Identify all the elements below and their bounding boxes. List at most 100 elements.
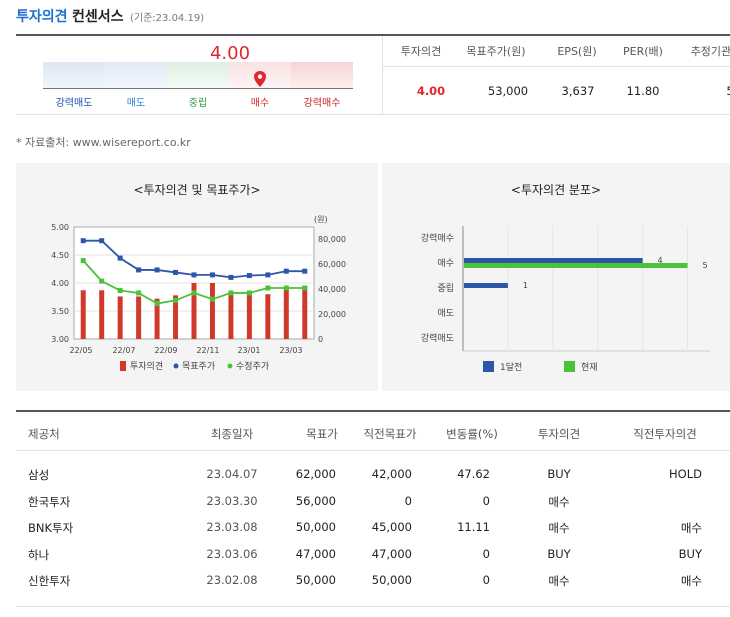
summary-bottom-line [16,114,730,115]
cell-prev-target: 50,000 [371,573,412,587]
cell-target: 47,000 [295,546,336,561]
chart2-legend: 1달전 현재 [483,361,598,373]
cell-opinion: BUY [547,467,571,481]
cell-prev-opinion: HOLD [669,467,702,481]
cell-last-date: 23.03.08 [206,520,258,534]
y-left-tick: 4.50 [51,251,69,260]
summary-col-opinion: 투자의견 [400,45,442,58]
opinion-target-chart: 5.00 4.50 4.00 3.50 3.00 (원) 80,000 60,0… [51,215,346,372]
cell-opinion: 매수 [548,494,570,509]
cell-prev-target: 42,000 [371,467,412,481]
target-price-point [228,274,234,280]
legend-label-current: 현재 [581,362,598,373]
adjusted-price-point [302,285,308,291]
target-price-point [136,267,142,273]
summary-divider [382,36,383,114]
x-tick: 22/11 [196,346,219,355]
cell-change-rate: 47.62 [457,467,490,481]
legend-swatch-current [564,361,575,372]
broker-table-top-line [16,410,730,412]
cell-last-date: 23.03.06 [206,546,258,561]
y-right-tick: 40,000 [318,285,346,294]
legend-label-opinion: 투자의견 [130,360,163,372]
cell-opinion: 매수 [548,521,570,535]
target-price-point [191,272,197,278]
chart-title-distribution: <투자의견 분포> [510,183,602,197]
data-label: 4 [658,256,663,265]
opinion-bar [283,286,289,339]
y-right-tick: 60,000 [318,260,346,269]
summary-col-eps: EPS(원) [557,45,597,58]
legend-swatch-month-ago [483,361,494,372]
chart1-legend: 투자의견 목표주가 수정주가 [120,360,269,372]
opinion-bar [117,296,123,339]
cell-change-rate: 11.11 [457,520,490,534]
gauge-label-neutral: 중립 [188,98,208,109]
section-title: 투자의견 [16,9,68,25]
adjusted-price-point [173,297,179,303]
target-price-point [117,255,123,261]
gauge-label-sell: 매도 [126,98,146,109]
summary-institutions-value: 5 [726,84,730,98]
x-tick: 22/05 [69,346,92,355]
gauge-segment-strong-sell [43,62,105,88]
cell-change-rate: 0 [482,493,490,508]
adjusted-price-point [191,290,197,296]
opinion-bar [209,283,215,339]
summary-per-value: 11.80 [626,84,660,98]
cell-target: 62,000 [295,467,336,481]
cell-change-rate: 0 [482,573,490,587]
adjusted-price-point [283,285,289,291]
gauge-segment-sell [105,62,167,88]
category-label: 강력매수 [421,232,454,244]
summary-header-line [382,66,730,67]
col-prev-opinion: 직전투자의견 [633,427,697,441]
y-right-tick: 20,000 [318,310,346,319]
target-price-point [283,268,289,274]
cell-provider: 신한투자 [28,574,71,588]
target-price-point [209,272,215,278]
x-tick: 22/09 [154,346,177,355]
location-pin-icon [254,71,266,87]
target-price-point [302,268,308,274]
target-price-point [265,272,271,278]
adjusted-price-point [265,285,271,291]
base-date: (기준:23.04.19) [130,13,205,24]
summary-col-institutions: 추정기관수 [690,45,730,58]
y-left-tick: 4.00 [51,279,69,288]
opinion-bar [265,294,271,339]
cell-last-date: 23.03.30 [206,493,258,508]
cell-provider: 삼성 [28,468,50,482]
cell-opinion: 매수 [548,574,570,588]
col-change-rate: 변동률(%) [446,427,498,441]
opinion-bar [154,298,160,339]
legend-swatch-target [173,363,179,369]
month-ago-bar [464,258,643,263]
y-left-tick: 3.50 [51,307,69,316]
gauge-label-strong-buy: 강력매수 [303,98,341,109]
col-provider: 제공처 [28,427,60,441]
target-price-point [99,238,105,244]
cell-last-date: 23.04.07 [206,467,258,481]
y-right-unit: (원) [314,215,328,224]
gauge-segment-neutral [167,62,229,88]
gauge-value: 4.00 [209,43,251,64]
gauge-label-buy: 매수 [250,98,270,109]
gauge-label-strong-sell: 강력매도 [55,98,93,109]
target-price-point [154,267,160,273]
cell-prev-opinion: BUY [678,546,702,561]
legend-swatch-adjusted [227,363,233,369]
target-price-point [246,273,252,279]
col-prev-target: 직전목표가 [363,427,417,441]
cell-provider: 하나 [28,547,50,562]
x-tick: 23/01 [237,346,260,355]
gauge-axis [43,88,353,89]
adjusted-price-point [154,301,160,307]
section-subtitle: 컨센서스 [72,9,124,25]
category-label: 매수 [437,258,454,269]
y-left-tick: 3.00 [51,335,69,344]
cell-prev-target: 45,000 [371,520,412,534]
month-ago-bar [464,283,508,288]
adjusted-price-point [99,278,105,284]
cell-target: 56,000 [295,493,336,508]
